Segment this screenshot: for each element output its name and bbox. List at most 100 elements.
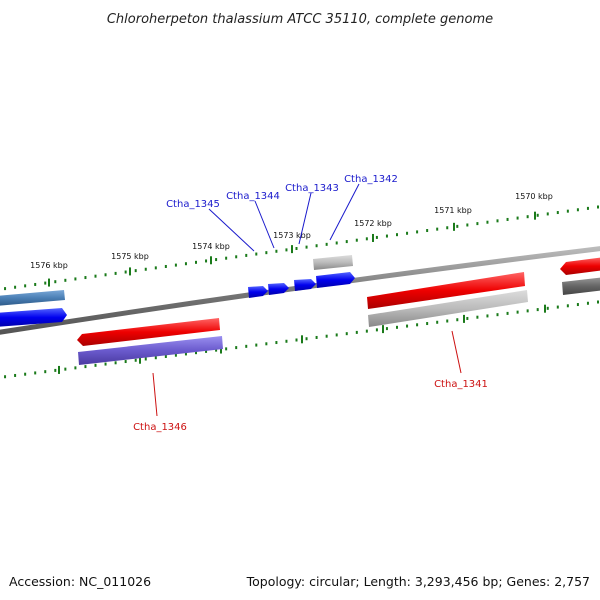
minor-tick [536, 213, 539, 217]
minor-tick [174, 263, 177, 267]
minor-tick [506, 217, 509, 221]
minor-tick [94, 363, 97, 367]
minor-tick [325, 334, 328, 338]
minor-tick [436, 227, 439, 231]
minor-tick [174, 353, 177, 357]
minor-tick [355, 330, 358, 334]
minor-tick [526, 309, 529, 313]
minor-tick [586, 206, 589, 210]
gene-ctha-1344[interactable] [268, 283, 289, 295]
outer-tick-ring [4, 205, 599, 291]
minor-tick [184, 352, 187, 356]
minor-tick [325, 242, 328, 246]
minor-tick [255, 343, 258, 347]
gene-label: Ctha_1342 [344, 174, 398, 185]
minor-tick [345, 240, 348, 244]
minor-tick [164, 264, 167, 268]
minor-tick [104, 362, 107, 366]
gene-arrow-red-edge[interactable] [560, 257, 600, 275]
gene-ctha-1346[interactable] [78, 336, 223, 365]
minor-tick [104, 273, 107, 277]
minor-tick [305, 337, 308, 341]
gene-ctha-1345[interactable] [248, 286, 268, 298]
minor-tick [486, 220, 489, 224]
minor-tick [94, 274, 97, 278]
minor-tick [446, 226, 449, 230]
minor-tick [255, 252, 258, 256]
minor-tick [426, 322, 429, 326]
minor-tick [526, 215, 529, 219]
leader-ctha-1341 [451, 330, 462, 374]
gene-grey-upper[interactable] [313, 255, 353, 270]
leader-ctha-1345 [208, 208, 255, 252]
minor-tick [536, 308, 539, 312]
minor-tick [225, 347, 228, 351]
gene-label: Ctha_1346 [133, 422, 187, 433]
minor-tick [345, 332, 348, 336]
major-tick [372, 233, 374, 242]
minor-tick [466, 316, 469, 320]
inner-tick-ring [4, 300, 599, 379]
minor-tick [295, 338, 298, 342]
forward-genes [0, 255, 600, 327]
gene-dark-edge[interactable] [562, 277, 600, 295]
gene-label: Ctha_1341 [434, 379, 488, 390]
minor-tick [486, 314, 489, 318]
gene-ctha-1343[interactable] [294, 279, 316, 291]
minor-tick [456, 318, 459, 322]
major-tick [48, 278, 50, 287]
tick-label: 1575 kbp [111, 252, 149, 261]
tick-label: 1576 kbp [30, 261, 68, 270]
gene-ctha-1342[interactable] [316, 272, 355, 288]
minor-tick [24, 372, 27, 376]
minor-tick [365, 237, 368, 241]
label-leaders [152, 183, 462, 417]
minor-tick [144, 267, 147, 271]
minor-tick [456, 224, 459, 228]
minor-tick [164, 354, 167, 358]
minor-tick [365, 329, 368, 333]
major-tick [382, 325, 384, 334]
map-title: Chloroherpeton thalassium ATCC 35110, co… [107, 12, 493, 27]
minor-tick [446, 319, 449, 323]
minor-tick [64, 367, 67, 371]
tick-label: 1570 kbp [515, 192, 553, 201]
reverse-genes [77, 290, 528, 365]
minor-tick [335, 333, 338, 337]
minor-tick [44, 370, 47, 374]
minor-tick [385, 327, 388, 331]
major-tick [210, 256, 212, 265]
tick-label: 1574 kbp [192, 242, 230, 251]
minor-tick [385, 234, 388, 238]
gene-arrow-red-right[interactable] [367, 272, 525, 309]
gene-ctha-1341[interactable] [368, 290, 528, 327]
major-tick [139, 355, 141, 364]
minor-tick [466, 223, 469, 227]
tick-label: 1572 kbp [354, 219, 392, 228]
minor-tick [416, 230, 419, 234]
gene-arrow-red-left[interactable] [77, 318, 220, 346]
gene-arrow-blue[interactable] [0, 308, 67, 327]
minor-tick [184, 262, 187, 266]
minor-tick [406, 231, 409, 235]
minor-tick [84, 365, 87, 369]
minor-tick [205, 349, 208, 353]
minor-tick [245, 344, 248, 348]
gene-label: Ctha_1344 [226, 191, 280, 202]
major-tick [129, 267, 131, 276]
minor-tick [74, 277, 77, 281]
minor-tick [285, 339, 288, 343]
gene-arrow-steel[interactable] [0, 290, 65, 306]
minor-tick [245, 253, 248, 257]
minor-tick [396, 325, 398, 329]
minor-tick [235, 255, 238, 259]
major-tick [453, 222, 455, 231]
minor-tick [24, 284, 27, 288]
minor-tick [546, 306, 549, 310]
leader-ctha-1346 [152, 372, 158, 417]
minor-tick [74, 366, 77, 370]
minor-tick [355, 238, 358, 242]
minor-tick [195, 260, 197, 264]
minor-tick [84, 276, 87, 280]
minor-tick [134, 269, 137, 273]
